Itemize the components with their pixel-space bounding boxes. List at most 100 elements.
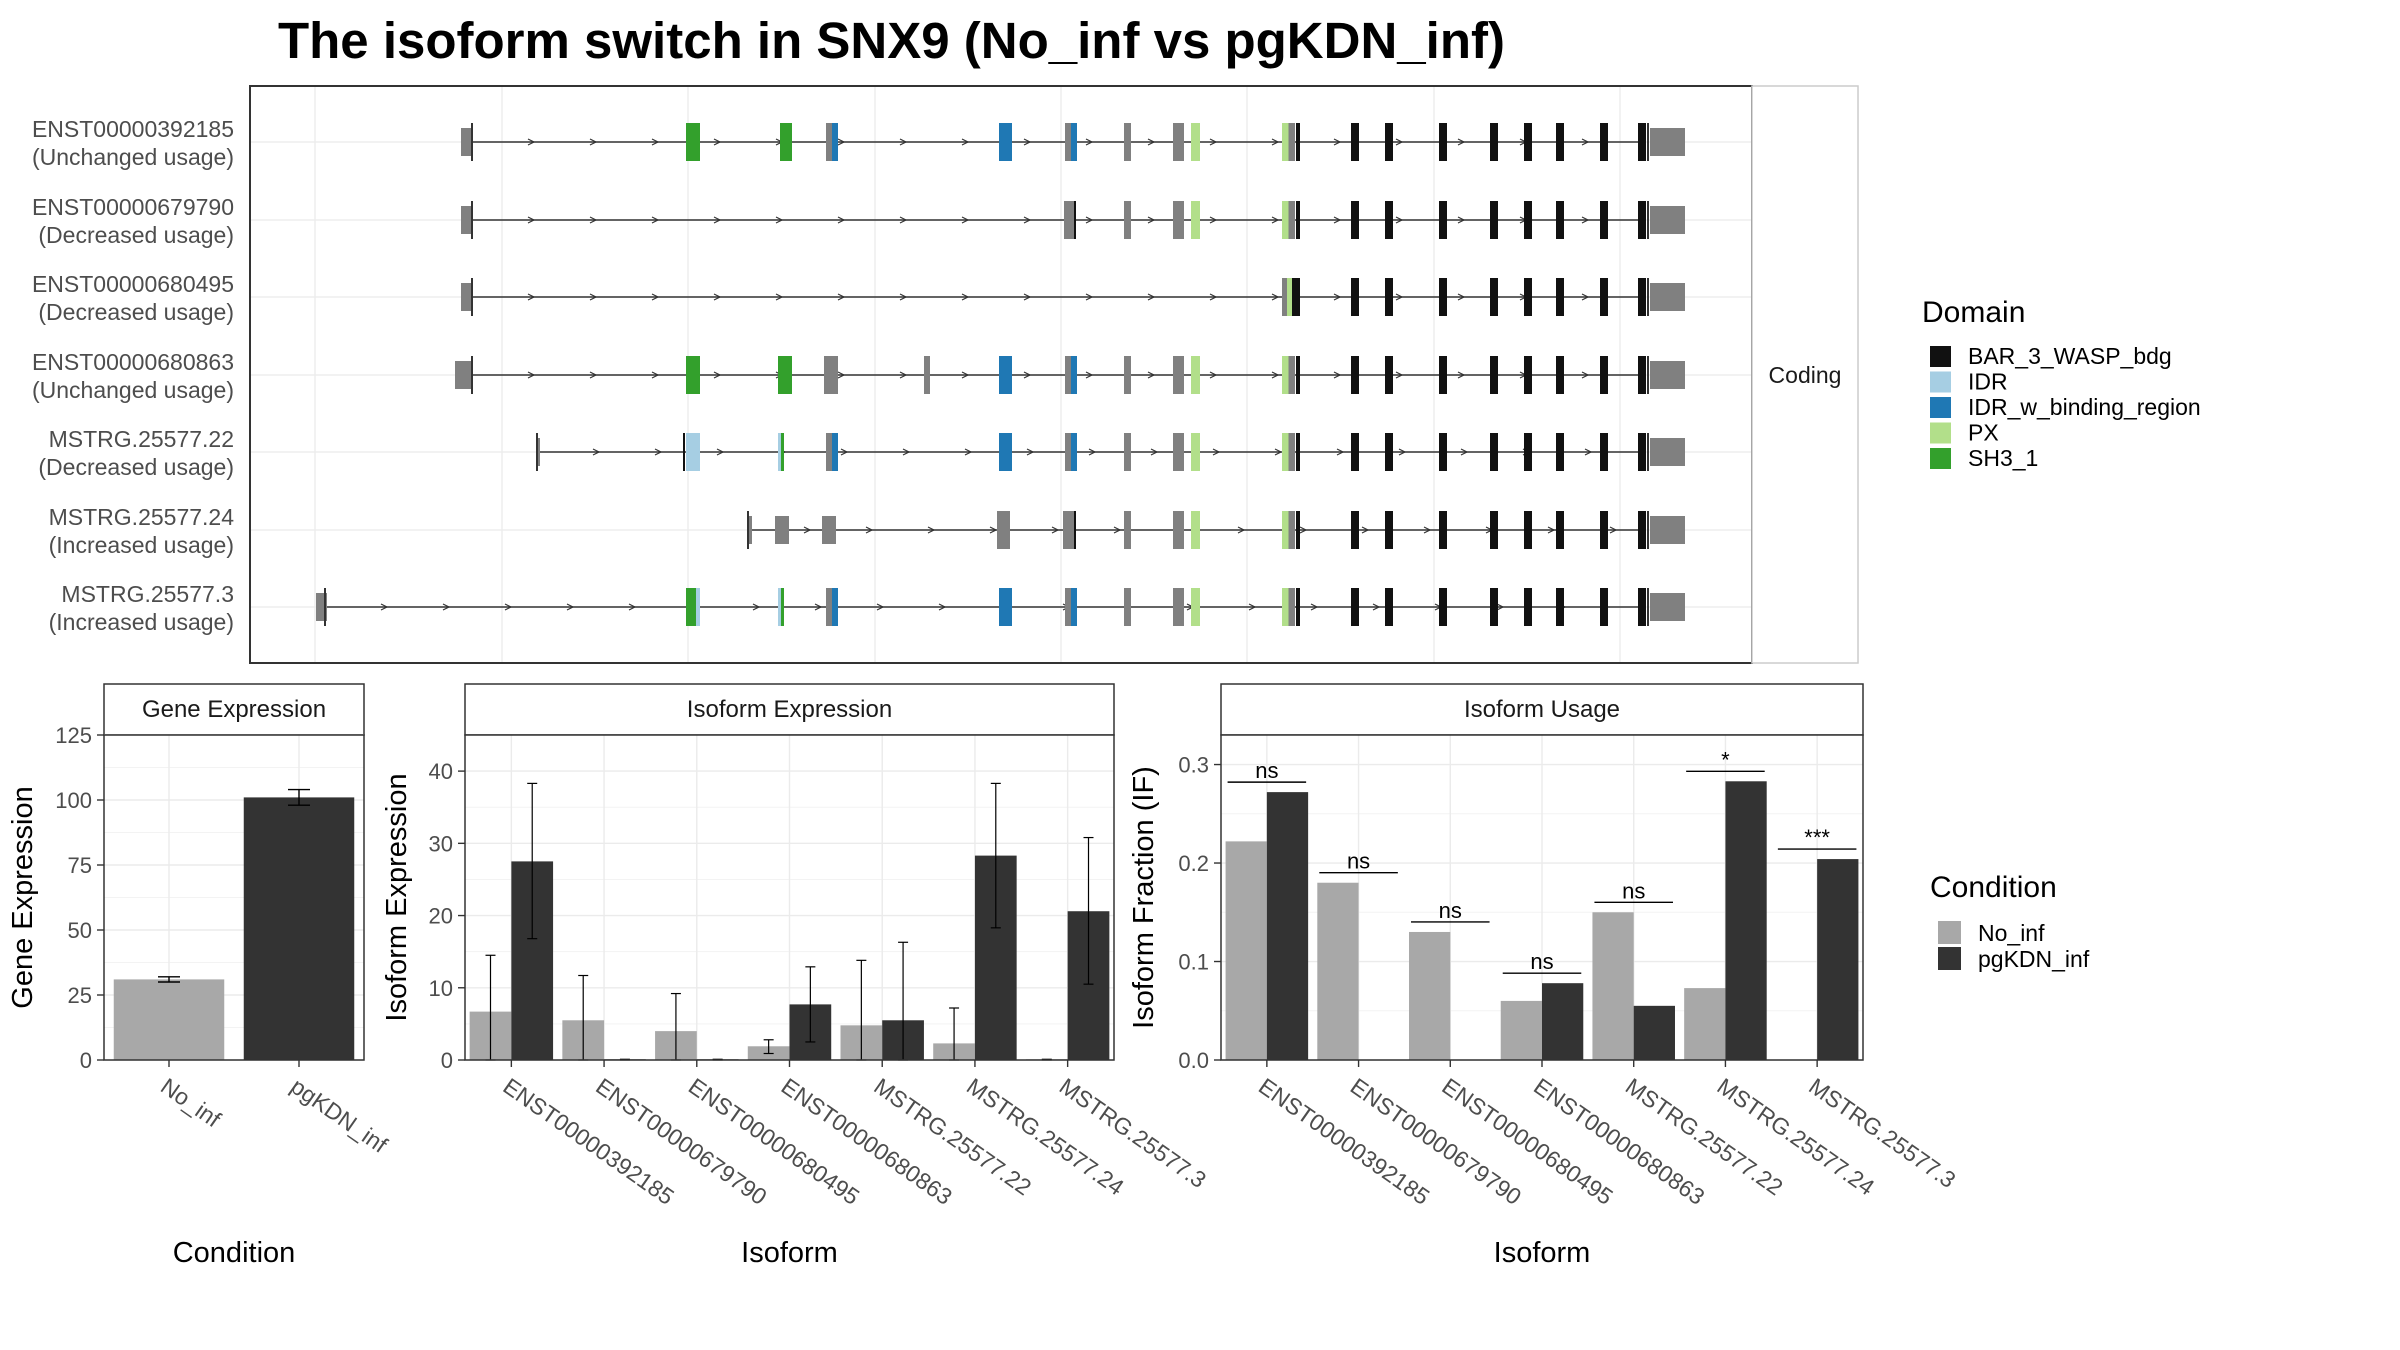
intron-arrow — [775, 216, 784, 224]
exon — [781, 588, 784, 626]
exon-bar-domain — [1490, 201, 1498, 239]
intron-arrow — [1395, 138, 1404, 146]
intron-arrow — [1271, 293, 1280, 301]
exon-bar-domain — [1439, 588, 1447, 626]
exon-bar-domain — [1556, 588, 1564, 626]
exon-bar-domain — [1600, 511, 1608, 549]
exon-bar-domain — [1385, 588, 1393, 626]
x-tick-label: ENST00000680863 — [777, 1073, 957, 1210]
domain-legend-key — [1930, 371, 1951, 393]
exon — [1292, 278, 1300, 316]
exon-bar-domain — [1490, 433, 1498, 471]
utr-exon-3prime — [1650, 516, 1685, 544]
exon-bar-domain — [1439, 433, 1447, 471]
intron-arrow — [1457, 371, 1466, 379]
isoform-label-name: ENST00000392185 — [32, 116, 234, 142]
exon-bar-domain — [1600, 588, 1608, 626]
isoform-label-usage: (Unchanged usage) — [32, 144, 234, 170]
intron-arrow — [713, 216, 722, 224]
intron-arrow — [1460, 448, 1469, 456]
exon — [1173, 433, 1184, 471]
intron-arrow — [1423, 526, 1432, 534]
exon — [1296, 123, 1300, 161]
exon — [999, 588, 1012, 626]
exon-bar-domain — [1600, 201, 1608, 239]
exon — [1071, 433, 1077, 471]
intron-arrow — [837, 216, 846, 224]
intron-arrow — [1209, 371, 1218, 379]
exon — [1071, 588, 1077, 626]
intron-arrow — [1248, 603, 1257, 611]
intron-arrow — [1333, 293, 1342, 301]
x-tick-label: ENST00000680495 — [1437, 1073, 1617, 1210]
exon — [1071, 123, 1077, 161]
exon-bar-domain — [1385, 201, 1393, 239]
intron-arrow — [1023, 293, 1032, 301]
domain-legend-label: PX — [1968, 420, 1999, 446]
utr-exon — [461, 128, 472, 156]
exon — [1282, 123, 1289, 161]
significance-label: *** — [1804, 825, 1830, 850]
bar — [1225, 841, 1267, 1060]
exon-bar-domain — [1351, 588, 1359, 626]
transcript-track — [747, 511, 1685, 549]
exon — [1296, 588, 1300, 626]
intron-arrow — [651, 138, 660, 146]
intron-arrow — [1547, 526, 1556, 534]
exon-bar-domain — [1638, 588, 1646, 626]
intron-arrow — [713, 138, 722, 146]
utr-exon — [316, 593, 327, 621]
intron-arrow — [651, 371, 660, 379]
intron-arrow — [752, 603, 761, 611]
intron-arrow — [837, 293, 846, 301]
exon — [832, 433, 838, 471]
exon — [1282, 511, 1289, 549]
exon-bar-domain — [1556, 123, 1564, 161]
exon-bar-domain — [1351, 123, 1359, 161]
utr-exon — [537, 438, 540, 466]
panel-strip-title: Isoform Expression — [687, 696, 892, 723]
bar — [1592, 912, 1634, 1060]
intron-arrow — [1271, 371, 1280, 379]
utr-exon-3prime — [1650, 438, 1685, 466]
y-tick-label: 0.2 — [1178, 851, 1209, 876]
y-tick-label: 75 — [68, 853, 92, 878]
intron-arrow — [1333, 371, 1342, 379]
intron-arrow — [589, 371, 598, 379]
figure-title: The isoform switch in SNX9 (No_inf vs pg… — [278, 12, 1505, 69]
intron-arrow — [504, 603, 513, 611]
y-tick-label: 40 — [429, 759, 453, 784]
intron-arrow — [527, 371, 536, 379]
significance-label: ns — [1255, 758, 1278, 783]
intron-arrow — [1051, 526, 1060, 534]
intron-arrow — [1209, 293, 1218, 301]
exon-bar-domain — [1351, 433, 1359, 471]
utr-exon-3prime — [1650, 283, 1685, 311]
intron-arrow — [1361, 526, 1370, 534]
structure-tracks — [316, 123, 1685, 626]
intron-arrow — [1457, 216, 1466, 224]
exon — [1191, 123, 1200, 161]
exon-bar-domain — [1600, 433, 1608, 471]
intron-arrow — [961, 293, 970, 301]
exon-bar-domain — [1524, 123, 1532, 161]
bar — [1725, 781, 1767, 1060]
exon — [1124, 123, 1131, 161]
exon-bar-domain — [1524, 278, 1532, 316]
x-axis-title: Isoform — [1494, 1237, 1591, 1269]
exon — [1065, 588, 1071, 626]
bar — [1266, 792, 1309, 1060]
exon-bar-domain — [1490, 356, 1498, 394]
y-tick-label: 0 — [441, 1048, 453, 1073]
isoform-label-usage: (Increased usage) — [49, 609, 234, 635]
x-tick-label: MSTRG.25577.24 — [1713, 1073, 1880, 1201]
domain-legend-items: BAR_3_WASP_bdgIDRIDR_w_binding_regionPXS… — [1930, 343, 2201, 471]
intron-arrow — [964, 448, 973, 456]
significance-label: ns — [1530, 949, 1553, 974]
bar — [1409, 931, 1451, 1060]
exon — [826, 588, 832, 626]
intron-arrow — [775, 293, 784, 301]
exon — [999, 123, 1012, 161]
intron-arrow — [1113, 526, 1122, 534]
panel-strip — [103, 683, 365, 736]
